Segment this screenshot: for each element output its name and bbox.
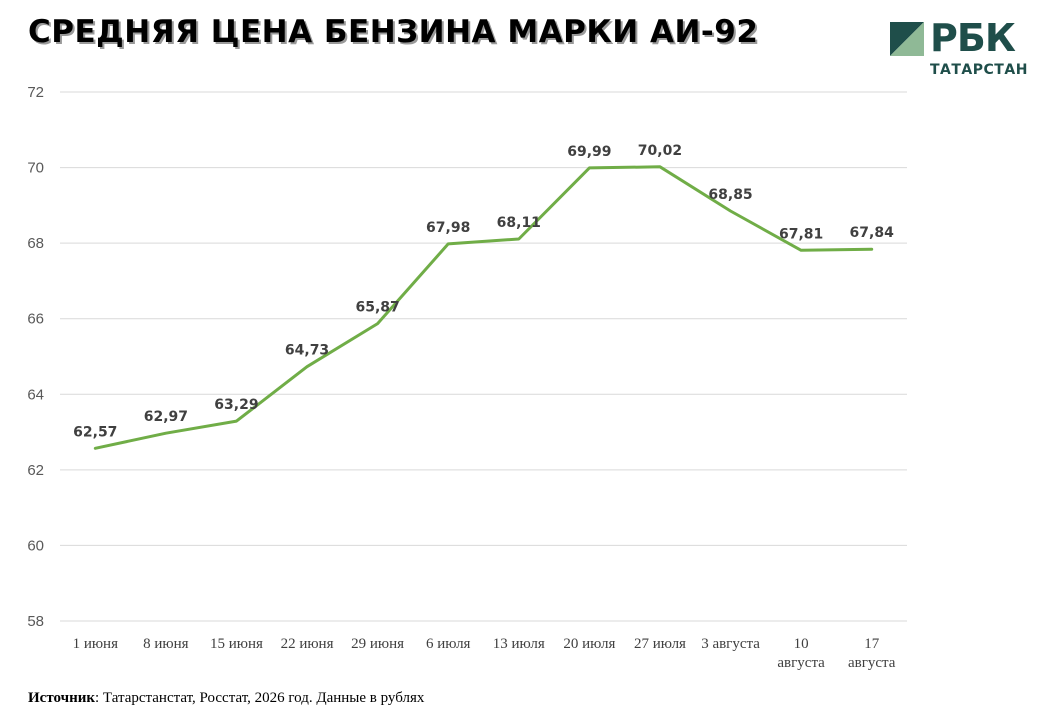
x-tick-label-4: 29 июня	[351, 636, 404, 652]
x-tick-label-11: 17 августа	[848, 636, 896, 671]
x-tick-label-10: 10 августа	[777, 636, 825, 671]
data-label-4: 65,87	[355, 300, 399, 316]
x-tick-label-3: 22 июня	[281, 636, 334, 652]
rbc-logo-mark-icon	[890, 22, 924, 56]
source-text: : Татарстанстат, Росстат, 2026 год. Данн…	[95, 690, 425, 706]
logo-word: РБК	[930, 16, 1016, 60]
data-labels: 62,57 62,97 63,29 64,73 65,87 67,98 68,11 69,99…	[73, 143, 894, 441]
x-tick-label-8: 27 июля	[634, 636, 686, 652]
data-label-7: 69,99	[567, 144, 611, 160]
y-tick-label-70: 70	[27, 160, 44, 177]
y-tick-label-58: 58	[27, 613, 44, 630]
x-tick-label-5: 6 июля	[426, 636, 471, 652]
y-tick-label-66: 66	[27, 311, 44, 328]
x-tick-label-7: 20 июля	[563, 636, 615, 652]
chart-title: СРЕДНЯЯ ЦЕНА БЕНЗИНА МАРКИ АИ-92	[28, 14, 759, 50]
rbc-logo: РБК ТАТАРСТАН	[890, 16, 1030, 82]
data-label-6: 68,11	[497, 215, 541, 231]
source-label: Источник	[28, 690, 95, 706]
data-label-9: 68,85	[708, 187, 752, 203]
y-tick-label-62: 62	[27, 462, 44, 479]
data-label-11: 67,84	[850, 225, 895, 241]
logo-subtitle: ТАТАРСТАН	[930, 62, 1028, 78]
x-tick-label-2: 15 июня	[210, 636, 263, 652]
data-label-0: 62,57	[73, 424, 117, 440]
series-line	[93, 165, 874, 450]
source-note: Источник: Татарстанстат, Росстат, 2026 г…	[28, 690, 424, 707]
y-tick-label-60: 60	[27, 537, 44, 554]
x-tick-label-0: 1 июня	[73, 636, 119, 652]
y-tick-label-64: 64	[27, 386, 44, 403]
data-label-10: 67,81	[779, 226, 823, 242]
x-tick-label-9: 3 августа	[701, 636, 760, 652]
y-tick-label-68: 68	[27, 235, 44, 252]
data-label-2: 63,29	[214, 397, 258, 413]
x-axis: 1 июня 8 июня 15 июня 22 июня 29 июня 6 июля 1…	[73, 636, 896, 671]
data-label-1: 62,97	[144, 409, 188, 425]
x-tick-label-1: 8 июня	[143, 636, 189, 652]
data-label-3: 64,73	[285, 343, 329, 359]
y-tick-label-72: 72	[27, 84, 44, 101]
y-axis: 58 60 62 64 66 68 70 72	[27, 84, 44, 630]
data-label-8: 70,02	[638, 143, 682, 159]
x-tick-label-6: 13 июля	[493, 636, 545, 652]
gridlines	[60, 91, 907, 622]
data-label-5: 67,98	[426, 220, 470, 236]
